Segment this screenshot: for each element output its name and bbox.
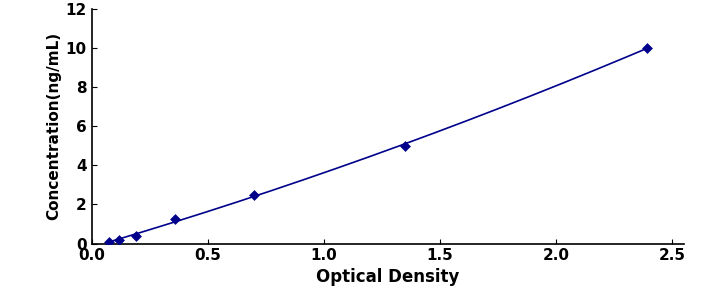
Point (641, 46, 652, 50)
Y-axis label: Concentration(ng/mL): Concentration(ng/mL) (47, 32, 61, 220)
Point (169, 217, 180, 222)
Point (103, 240, 114, 244)
Point (400, 143, 411, 148)
Point (114, 237, 125, 242)
X-axis label: Optical Density: Optical Density (316, 268, 460, 286)
Point (130, 233, 142, 238)
Point (249, 192, 260, 197)
